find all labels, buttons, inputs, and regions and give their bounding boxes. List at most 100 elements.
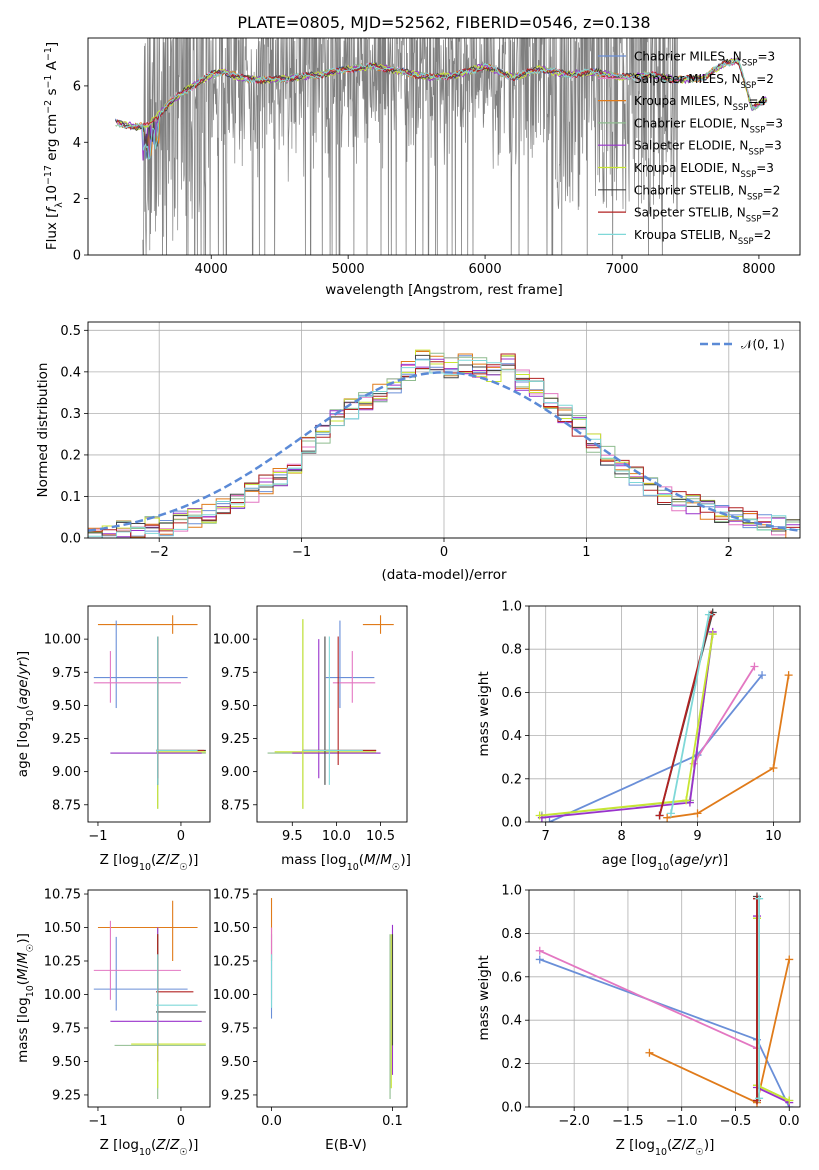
x-axis-label: mass [log10(M/M☉)] [281,852,411,873]
plot-area [535,608,793,822]
mass-weight-series [666,610,713,818]
y-tick-label: 9.50 [52,1055,81,1070]
x-axis-label: wavelength [Angstrom, rest frame] [325,282,563,298]
y-tick-label: 9.00 [52,765,81,780]
y-tick-label: 10.75 [44,888,81,903]
y-tick-label: 9.00 [221,765,250,780]
axes-frame [256,889,408,1108]
axes-frame [528,889,801,1108]
error-bar-point [156,636,206,785]
error-bar-point [110,639,202,779]
y-tick-label: 9.50 [221,1055,250,1070]
plus-marker [708,630,717,639]
y-tick-label: 9.25 [221,1088,250,1103]
series-line [692,666,756,765]
axes-frame [87,889,211,1108]
y-tick-label: 0.4 [60,365,81,380]
error-bar-point [93,936,188,1011]
legend-entry: Chabrier MILES, NSSP=3 [634,50,775,68]
x-tick-label: 0 [177,1114,185,1129]
plus-marker [784,671,793,680]
x-axis-label: Z [log10(Z/Z☉)] [100,1137,199,1158]
y-tick-label: 0.3 [60,407,81,422]
y-tick-label: 2 [73,192,81,207]
plus-marker [645,1048,654,1057]
y-tick-label: 9.50 [52,699,81,714]
x-tick-label: 4000 [195,262,228,277]
plus-marker [535,955,544,964]
plus-marker [769,764,778,772]
x-tick-label: 10.5 [366,829,395,844]
y-tick-label: 4 [73,136,81,151]
y-axis-label: Flux [fλ10−17 erg cm−2 s−1 A−1] [43,42,65,250]
x-tick-label: 0.1 [382,1114,403,1129]
plus-marker [755,894,764,903]
y-tick-label: 10.00 [44,988,81,1003]
y-tick-label: 0.0 [501,816,522,831]
mass-weight-series [535,630,717,820]
x-tick-label: 0.0 [779,1114,800,1129]
error-bar-point [156,636,206,809]
y-tick-label: 1.0 [501,884,522,899]
legend-entry: Chabrier STELIB, NSSP=2 [634,183,780,201]
axes-frame [256,605,408,823]
plus-marker [545,818,554,822]
x-tick-label: 9.5 [282,829,303,844]
y-tick-label: 0.5 [60,324,81,339]
error-bar-point [362,615,394,634]
legend-entry: Kroupa MILES, NSSP=4 [634,94,766,112]
error-bar-point [156,954,198,1046]
error-bar-point [97,615,198,634]
x-axis-label: Z [log10(Z/Z☉)] [616,1137,715,1158]
mass-weight-series [535,946,761,1053]
legend-entry: Kroupa STELIB, NSSP=2 [634,228,771,246]
error-bar-point [131,934,206,1089]
mass-weight-series [537,627,717,822]
axes-frame [87,321,801,539]
histogram-series [88,353,800,538]
plot-area [535,892,794,1107]
series-line [539,949,758,1050]
error-bar-point [110,927,202,1062]
x-tick-label: 2 [725,545,733,560]
x-tick-label: 0 [440,545,448,560]
error-bar-point [93,620,188,709]
axes-frame [528,605,801,823]
x-tick-label: −1 [292,545,311,560]
panel-4: 9.5 10.0 10.5 8.75 9.00 9.25 9.50 9.75 10.00 [213,605,408,844]
plot-area [93,900,206,1099]
x-tick-label: 8000 [742,262,775,277]
y-tick-label: 0.6 [501,686,522,701]
x-tick-label: 1 [582,545,590,560]
error-bar-point [302,636,363,785]
plus-marker [535,811,544,820]
y-tick-label: 10.00 [213,633,250,648]
y-axis-label: age [log10(age/yr)] [15,651,36,777]
x-axis-label: E(B-V) [325,1137,367,1153]
x-tick-label: −0.5 [720,1114,752,1129]
panel-6: −1 0 9.25 9.50 9.75 10.00 10.25 10.50 10.75 [44,888,211,1129]
plus-marker [655,811,664,820]
chart-title: PLATE=0805, MJD=52562, FIBERID=0546, z=0… [237,13,650,32]
y-tick-label: 9.25 [52,732,81,747]
y-tick-label: 0.2 [60,448,81,463]
legend-entry: Salpeter ELODIE, NSSP=3 [634,139,782,157]
y-tick-label: 0 [73,249,81,264]
mass-weight-series [755,894,764,1103]
y-tick-label: 8.75 [52,798,81,813]
x-axis-label: Z [log10(Z/Z☉)] [100,852,199,873]
plus-marker [535,946,544,955]
x-tick-label: 5000 [332,262,365,277]
y-tick-label: 10.25 [213,954,250,969]
y-axis-label: mass [log10(M/M☉)] [15,933,36,1063]
plus-marker [758,671,767,680]
plot-area [267,615,394,809]
legend-entry: Chabrier ELODIE, NSSP=3 [634,116,783,134]
error-bar-point [97,900,198,961]
x-axis-label: age [log10(age/yr)] [602,852,728,873]
x-tick-label: −1 [88,1114,107,1129]
y-tick-label: 9.25 [52,1088,81,1103]
y-tick-label: 0.8 [501,927,522,942]
series-line [539,958,791,1107]
